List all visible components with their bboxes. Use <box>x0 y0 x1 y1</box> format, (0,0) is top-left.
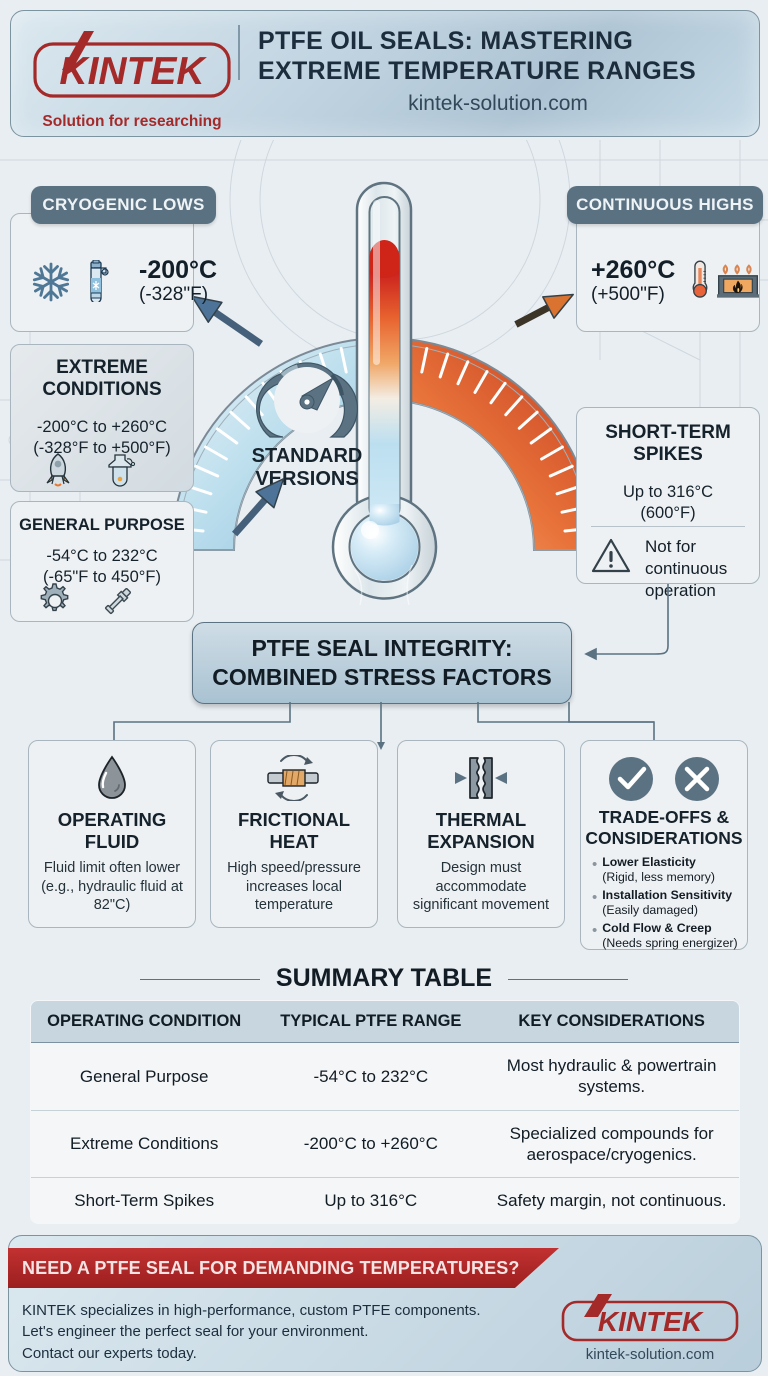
svg-text:STANDARD: STANDARD <box>252 445 363 467</box>
svg-text:KINTEK: KINTEK <box>598 1306 704 1337</box>
svg-text:KINTEK: KINTEK <box>59 50 207 93</box>
